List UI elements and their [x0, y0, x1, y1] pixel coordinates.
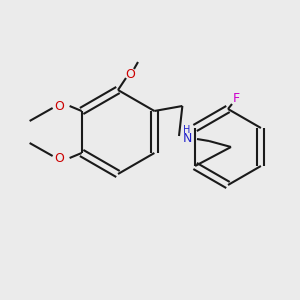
Text: O: O	[55, 152, 64, 164]
Text: H: H	[183, 125, 191, 135]
Text: O: O	[125, 68, 135, 80]
Text: O: O	[55, 100, 64, 112]
Text: N: N	[182, 131, 192, 145]
Text: F: F	[232, 92, 240, 106]
